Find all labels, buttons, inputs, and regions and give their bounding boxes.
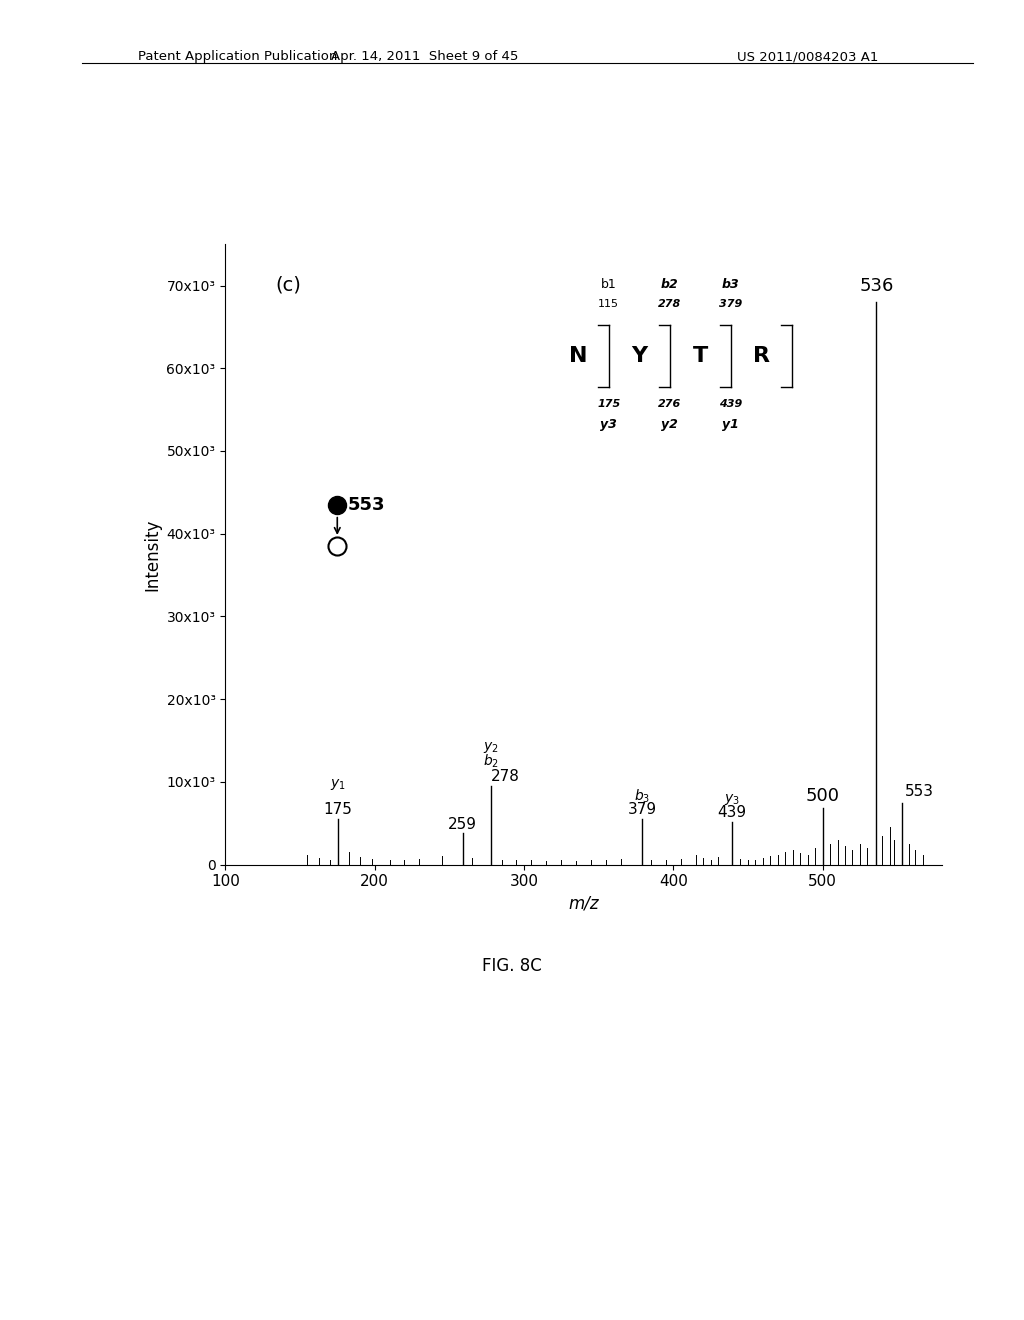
Text: 175: 175 [324, 803, 352, 817]
Text: y1: y1 [722, 418, 739, 430]
Text: FIG. 8C: FIG. 8C [482, 957, 542, 975]
Y-axis label: Intensity: Intensity [143, 519, 161, 590]
Text: 553: 553 [905, 784, 934, 799]
Text: 439: 439 [717, 805, 746, 820]
Text: $b_2$: $b_2$ [483, 752, 499, 771]
Text: T: T [692, 346, 708, 366]
Text: 536: 536 [859, 277, 894, 296]
Text: 175: 175 [597, 400, 621, 409]
Text: y3: y3 [600, 418, 617, 430]
Text: 379: 379 [719, 300, 742, 309]
X-axis label: m/z: m/z [568, 895, 599, 913]
Text: US 2011/0084203 A1: US 2011/0084203 A1 [737, 50, 879, 63]
Text: 278: 278 [658, 300, 681, 309]
Text: $y_2$: $y_2$ [483, 741, 499, 755]
Text: (c): (c) [275, 276, 301, 294]
Text: N: N [569, 346, 588, 366]
Text: Patent Application Publication: Patent Application Publication [138, 50, 338, 63]
Text: b2: b2 [660, 277, 679, 290]
Text: 276: 276 [658, 400, 681, 409]
Text: y2: y2 [662, 418, 678, 430]
Text: Apr. 14, 2011  Sheet 9 of 45: Apr. 14, 2011 Sheet 9 of 45 [332, 50, 518, 63]
Text: $y_3$: $y_3$ [724, 792, 739, 807]
Text: b3: b3 [722, 277, 739, 290]
Text: 439: 439 [719, 400, 742, 409]
Text: 278: 278 [492, 770, 520, 784]
Text: R: R [753, 346, 770, 366]
Text: $b_3$: $b_3$ [634, 788, 650, 805]
Text: 259: 259 [449, 817, 477, 832]
Text: b1: b1 [601, 277, 616, 290]
Text: 553: 553 [348, 496, 385, 513]
Text: 115: 115 [598, 300, 620, 309]
Text: $y_1$: $y_1$ [330, 776, 345, 792]
Text: 379: 379 [628, 803, 656, 817]
Text: Y: Y [631, 346, 647, 366]
Text: 500: 500 [806, 787, 840, 805]
